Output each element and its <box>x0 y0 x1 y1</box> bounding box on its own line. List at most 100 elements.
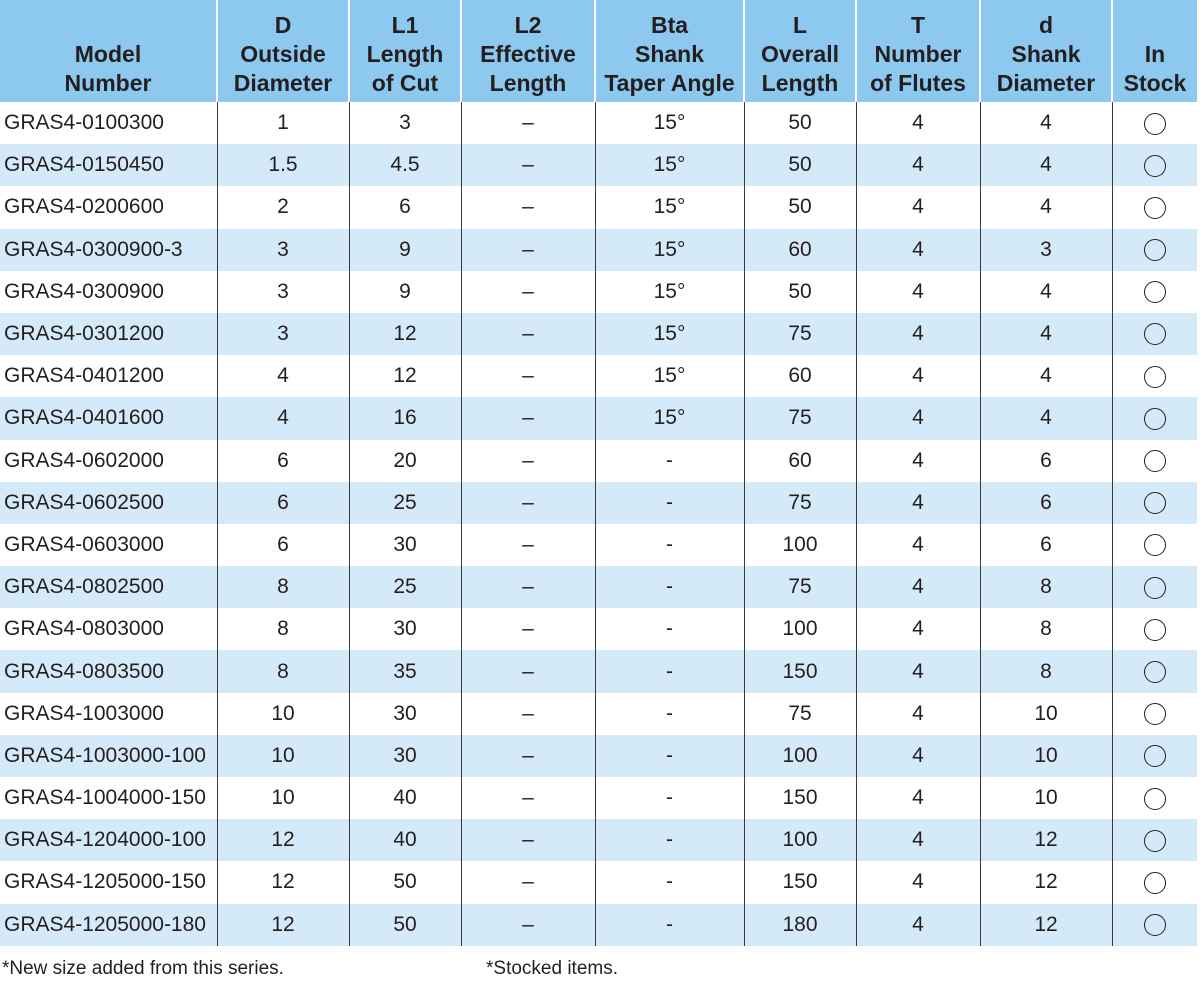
cell-model-number: GRAS4-1204000-100 <box>0 819 217 862</box>
cell-in-stock <box>1111 228 1197 271</box>
cell-outside-diameter: 12 <box>216 903 349 946</box>
cell-shank-taper-angle: - <box>594 566 744 609</box>
cell-number-of-flutes: 4 <box>855 903 980 946</box>
note-stocked: *Stocked items. <box>486 958 618 979</box>
cell-shank-taper-angle: 15° <box>594 397 744 440</box>
table-row: GRAS4-1204000-100 12 40– -100 4 12 <box>0 819 1197 862</box>
header-line: L <box>792 12 808 38</box>
cell-number-of-flutes: 4 <box>855 397 980 440</box>
cell-shank-diameter: 4 <box>979 186 1112 229</box>
cell-length-of-cut: 30 <box>348 523 461 567</box>
cell-model-number: GRAS4-0301200 <box>0 312 217 356</box>
cell-shank-taper-angle: - <box>594 608 744 651</box>
cell-in-stock <box>1111 903 1197 946</box>
open-circle-icon <box>1143 534 1166 557</box>
cell-overall-length: 60 <box>743 439 856 482</box>
table-row: GRAS4-0200600 2 6–15° 50 4 4 <box>0 186 1197 229</box>
table-row: GRAS4-0300900 3 9–15° 50 4 4 <box>0 270 1197 313</box>
header-line: Model <box>74 41 142 67</box>
cell-model-number: GRAS4-1003000 <box>0 692 217 735</box>
open-circle-icon <box>1143 703 1166 726</box>
header-line: Shank <box>1011 41 1081 67</box>
cell-overall-length: 50 <box>743 144 856 187</box>
cell-overall-length: 100 <box>743 523 856 567</box>
cell-number-of-flutes: 4 <box>855 777 980 820</box>
header-line: Diameter <box>996 70 1096 96</box>
cell-overall-length: 60 <box>743 228 856 271</box>
cell-length-of-cut: 25 <box>348 481 461 524</box>
note-new-size: *New size added from this series. <box>2 958 284 979</box>
cell-length-of-cut: 30 <box>348 734 461 777</box>
cell-effective-length: – <box>460 186 595 229</box>
cell-model-number: GRAS4-0200600 <box>0 186 217 229</box>
open-circle-icon <box>1143 154 1166 177</box>
cell-number-of-flutes: 4 <box>855 566 980 609</box>
open-circle-icon <box>1143 112 1166 135</box>
cell-in-stock <box>1111 481 1197 524</box>
cell-number-of-flutes: 4 <box>855 523 980 567</box>
open-circle-icon <box>1143 618 1166 641</box>
cell-number-of-flutes: 4 <box>855 102 980 145</box>
open-circle-icon <box>1143 239 1166 262</box>
open-circle-icon <box>1143 576 1166 599</box>
table-row: GRAS4-0602000 6 20– -60 4 6 <box>0 439 1197 482</box>
header-line: L1 <box>391 12 419 38</box>
cell-length-of-cut: 12 <box>348 355 461 398</box>
header-line: D <box>274 12 292 38</box>
cell-in-stock <box>1111 819 1197 862</box>
cell-number-of-flutes: 4 <box>855 650 980 693</box>
cell-outside-diameter: 12 <box>216 819 349 862</box>
cell-number-of-flutes: 4 <box>855 481 980 524</box>
open-circle-icon <box>1143 660 1166 683</box>
table-row: GRAS4-0802500 8 25– -75 4 8 <box>0 566 1197 609</box>
table-body: GRAS4-0100300 1 3–15° 50 4 4 GRAS4-0150450 1.5 4… <box>0 102 1197 946</box>
header-line: Overall <box>761 41 839 67</box>
cell-overall-length: 50 <box>743 102 856 145</box>
cell-overall-length: 75 <box>743 397 856 440</box>
cell-number-of-flutes: 4 <box>855 144 980 187</box>
cell-shank-diameter: 3 <box>979 228 1112 271</box>
table-row: GRAS4-0803500 8 35– -150 4 8 <box>0 650 1197 693</box>
cell-model-number: GRAS4-0602500 <box>0 481 217 524</box>
cell-shank-diameter: 6 <box>979 481 1112 524</box>
cell-number-of-flutes: 4 <box>855 312 980 356</box>
header-outside-diameter: D Outside Diameter <box>216 0 349 102</box>
spec-table: Model Number D Outside Diameter L1 Length of Cu… <box>0 0 1197 946</box>
cell-in-stock <box>1111 439 1197 482</box>
cell-model-number: GRAS4-1004000-150 <box>0 777 217 820</box>
cell-effective-length: – <box>460 523 595 567</box>
header-line: Taper Angle <box>604 70 735 96</box>
header-number-of-flutes: T Number of Flutes <box>855 0 980 102</box>
cell-outside-diameter: 3 <box>216 270 349 313</box>
cell-effective-length: – <box>460 481 595 524</box>
cell-length-of-cut: 35 <box>348 650 461 693</box>
cell-shank-taper-angle: - <box>594 819 744 862</box>
cell-outside-diameter: 1 <box>216 102 349 145</box>
cell-outside-diameter: 1.5 <box>216 144 349 187</box>
header-line: L2 <box>514 12 542 38</box>
header-line <box>0 11 216 40</box>
cell-shank-diameter: 6 <box>979 523 1112 567</box>
cell-outside-diameter: 10 <box>216 692 349 735</box>
header-line: Effective <box>480 41 576 67</box>
open-circle-icon <box>1143 829 1166 852</box>
cell-length-of-cut: 30 <box>348 608 461 651</box>
cell-outside-diameter: 10 <box>216 777 349 820</box>
open-circle-icon <box>1143 450 1166 473</box>
open-circle-icon <box>1143 787 1166 810</box>
cell-effective-length: – <box>460 861 595 904</box>
cell-shank-taper-angle: - <box>594 650 744 693</box>
cell-shank-diameter: 4 <box>979 102 1112 145</box>
cell-length-of-cut: 20 <box>348 439 461 482</box>
header-line: of Flutes <box>870 70 966 96</box>
cell-in-stock <box>1111 777 1197 820</box>
cell-in-stock <box>1111 734 1197 777</box>
table-header: Model Number D Outside Diameter L1 Length of Cu… <box>0 0 1197 102</box>
cell-shank-diameter: 4 <box>979 270 1112 313</box>
cell-model-number: GRAS4-0401200 <box>0 355 217 398</box>
header-line: Bta <box>650 12 689 38</box>
cell-in-stock <box>1111 861 1197 904</box>
cell-outside-diameter: 6 <box>216 481 349 524</box>
cell-overall-length: 150 <box>743 777 856 820</box>
table-row: GRAS4-1205000-180 12 50– -180 4 12 <box>0 903 1197 946</box>
